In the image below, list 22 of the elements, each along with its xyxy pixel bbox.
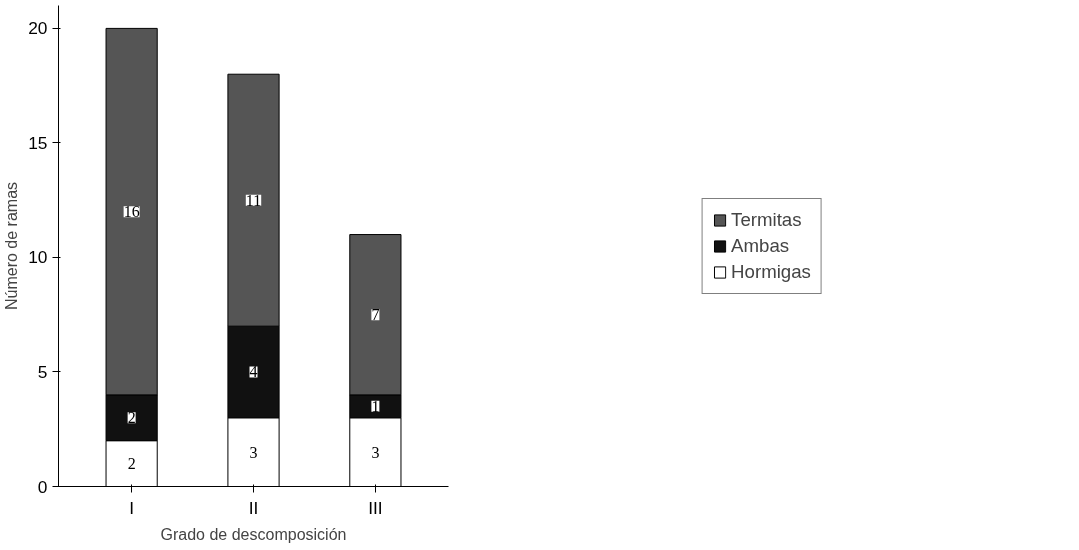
y-tick-label: 0: [37, 476, 48, 497]
y-tick-label: 20: [28, 18, 48, 39]
y-tick-label: 10: [28, 247, 48, 268]
legend-label: Ambas: [731, 234, 790, 257]
data-label: 16: [123, 203, 140, 221]
legend-label: Termitas: [731, 208, 802, 231]
data-label: 11: [245, 191, 262, 209]
x-tick-label: I: [129, 497, 135, 518]
data-label: 3: [249, 443, 258, 461]
legend-label: Hormigas: [731, 260, 811, 283]
data-label: 3: [371, 443, 380, 461]
y-tick-label: 15: [28, 132, 48, 153]
data-label: 1: [371, 397, 380, 415]
data-label: 4: [249, 363, 258, 381]
data-label: 2: [127, 455, 136, 473]
x-axis-title: Grado de descomposición: [160, 525, 347, 543]
x-tick-label: II: [248, 497, 259, 518]
y-axis-title: Número de ramas: [3, 181, 21, 311]
data-label: 2: [127, 409, 136, 427]
data-label: 7: [371, 306, 380, 324]
y-tick-label: 5: [37, 361, 48, 382]
x-tick-label: III: [368, 497, 383, 518]
